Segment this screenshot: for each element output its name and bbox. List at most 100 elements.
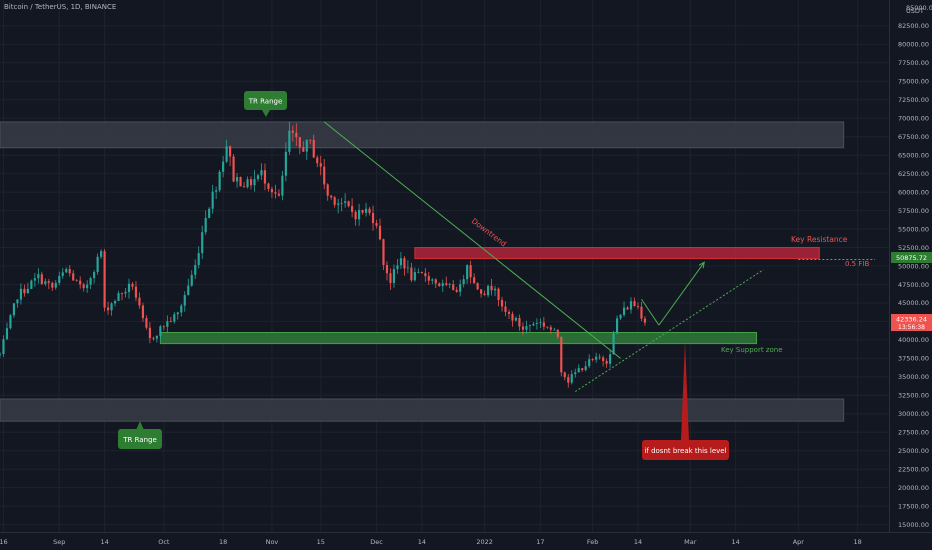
y-tick-label: 55000.00 — [898, 225, 929, 233]
candle-body — [358, 210, 361, 220]
candle-body — [316, 157, 319, 164]
y-tick-label: 50000.00 — [898, 262, 929, 270]
candle-body — [232, 156, 235, 182]
candle-body — [40, 274, 43, 284]
candle-body — [145, 318, 148, 328]
candle-body — [152, 338, 155, 339]
candle-body — [61, 272, 64, 276]
candle-body — [389, 273, 392, 284]
price-axis-partial-label: 85000.00 — [906, 4, 932, 12]
candle-body — [500, 300, 504, 307]
projection-arrowhead — [698, 261, 705, 269]
candle-body — [302, 147, 305, 152]
candle-body — [72, 273, 75, 281]
candle-body — [229, 146, 232, 157]
candle-body — [187, 285, 190, 296]
candle-body — [23, 288, 26, 294]
candle-body — [581, 368, 584, 371]
candle-body — [166, 321, 169, 327]
y-tick-label: 57500.00 — [898, 207, 929, 215]
candle-body — [609, 354, 612, 364]
top-grey-range-zone[interactable] — [0, 121, 845, 149]
bottom-grey-range-zone[interactable] — [0, 398, 845, 422]
candle-body — [65, 269, 68, 273]
y-tick-label: 77500.00 — [898, 59, 929, 67]
y-tick-label: 37500.00 — [898, 355, 929, 363]
candle-body — [333, 197, 336, 205]
candle-body — [208, 208, 211, 218]
candle-body — [291, 130, 294, 133]
time-axis-panel[interactable] — [0, 532, 932, 550]
chart-title: Bitcoin / TetherUS, 1D, BINANCE — [4, 3, 117, 11]
candle-body — [452, 284, 455, 290]
candle-body — [455, 289, 458, 292]
downtrend-line[interactable] — [323, 121, 621, 359]
key-resistance-zone[interactable] — [414, 247, 820, 260]
price-axis: 15000.00 17500.00 20000.00 22500.00 25000.00… — [898, 22, 929, 529]
tr-range-top-label: TR Range — [248, 98, 283, 106]
y-tick-label: 52500.00 — [898, 244, 929, 252]
level-price-tag[interactable]: 50875.72 — [891, 252, 932, 263]
candle-body — [347, 201, 350, 207]
current-price-tag[interactable]: 42336.24 13:56:38 — [891, 314, 932, 331]
level-price-tag-box — [891, 252, 932, 263]
candle-body — [253, 179, 256, 186]
candle-body — [54, 282, 57, 288]
candle-body — [542, 322, 545, 327]
price-axis-panel[interactable] — [890, 0, 932, 550]
candle-body — [225, 146, 228, 162]
candle-body — [473, 277, 476, 284]
candle-body — [480, 289, 483, 294]
candle-body — [155, 335, 158, 339]
tr-range-bottom-callout[interactable]: TR Range — [118, 421, 162, 449]
x-tick-label: Sep — [53, 538, 65, 546]
candle-body — [483, 293, 486, 296]
candle-body — [448, 284, 451, 285]
candle-body — [44, 281, 47, 284]
y-tick-label: 47500.00 — [898, 281, 929, 289]
candle-body — [194, 265, 197, 275]
candle-body — [466, 265, 469, 280]
candle-body — [169, 321, 172, 323]
projection-up-a[interactable] — [641, 298, 660, 326]
candle-body — [298, 137, 301, 148]
y-tick-label: 65000.00 — [898, 151, 929, 159]
projection-up-b[interactable] — [658, 262, 705, 326]
candle-body — [288, 130, 291, 152]
x-tick-label: 14 — [100, 538, 108, 546]
key-support-zone[interactable] — [159, 332, 758, 345]
candle-body — [497, 288, 500, 301]
key-resistance-label: Key Resistance — [791, 235, 848, 244]
current-price-tag-box — [891, 314, 932, 331]
if-not-break-callout[interactable]: if dosnt break this level — [642, 342, 729, 460]
candle-body — [570, 374, 573, 383]
current-price-countdown: 13:56:38 — [898, 324, 925, 331]
candle-body — [68, 269, 71, 274]
candle-body — [382, 239, 385, 266]
candle-body — [5, 328, 9, 340]
candle-body — [0, 353, 2, 355]
candle-body — [403, 258, 406, 269]
candle-body — [2, 339, 5, 354]
candle-body — [549, 327, 552, 330]
currency-label: USDT — [906, 7, 924, 15]
candle-body — [256, 175, 260, 180]
candle-body — [532, 324, 535, 326]
candle-body — [277, 193, 280, 196]
candle-body — [605, 360, 608, 364]
y-tick-label: 35000.00 — [898, 373, 929, 381]
rising-dotted-support[interactable] — [574, 269, 764, 393]
candle-body — [30, 280, 33, 289]
candle-body — [445, 283, 448, 285]
candle-body — [330, 195, 333, 198]
candle-body — [141, 305, 145, 319]
candle-body — [546, 326, 549, 328]
y-tick-label: 32500.00 — [898, 392, 929, 400]
candle-body — [75, 280, 78, 282]
candle-body — [176, 312, 179, 315]
candle-body — [124, 291, 127, 294]
tr-range-top-callout[interactable]: TR Range — [244, 91, 287, 117]
candle-body — [309, 139, 312, 141]
